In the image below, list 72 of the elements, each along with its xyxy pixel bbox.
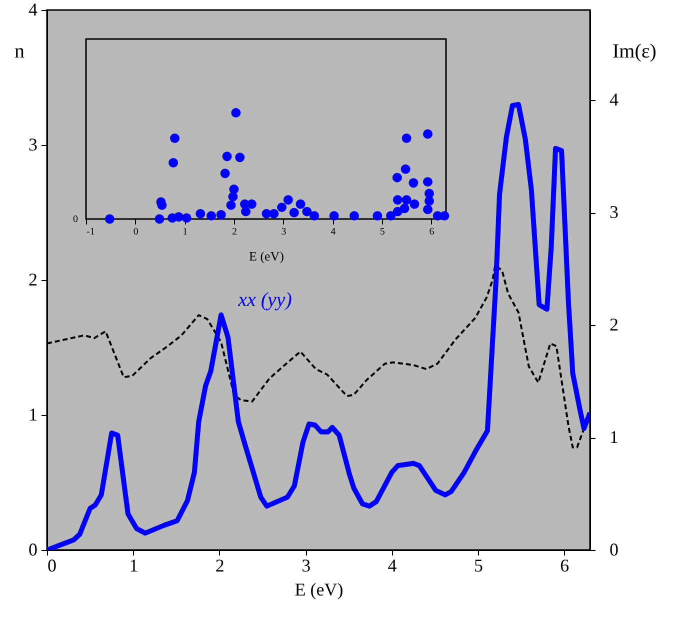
x-tick-label: 3 [281,226,286,238]
point [206,211,216,221]
point [104,214,114,224]
point [216,210,226,220]
point [302,206,312,216]
point [386,211,396,221]
point [408,178,418,188]
point [269,208,279,218]
x-tick-label: 4 [330,226,336,238]
point [220,168,230,178]
point [402,195,412,205]
y2-tick-label: 1 [610,427,618,447]
annotation: xx (yy) [237,289,292,311]
point [410,199,420,209]
x-tick-label: 0 [133,226,138,238]
y-tick-label: 1 [28,404,38,424]
point [229,184,239,194]
x-tick-label: 2 [232,226,237,238]
x-tick-label: 1 [129,556,138,576]
point [170,134,180,144]
point [277,202,287,212]
point [231,108,241,118]
y2-tick-label: 4 [610,90,618,110]
annotation: 0 [73,214,78,225]
x-tick-label: 1 [182,226,188,238]
point [310,211,320,221]
point [289,208,299,218]
point [423,204,432,214]
point [400,164,410,174]
point [222,152,232,162]
point [392,195,402,205]
y2-tick-label: 3 [610,202,618,222]
point [350,211,360,221]
x-tick-label: 0 [48,556,56,576]
point [283,195,293,205]
y2-axis-title: Im(ε) [612,40,656,62]
y2-tick-label: 2 [610,314,618,334]
point [402,134,412,144]
point [423,129,432,139]
x-tick-label: 5 [474,556,483,576]
x-tick-label: 3 [302,556,311,576]
x-tick-label: -1 [86,226,95,238]
x-tick-label: 2 [215,556,224,576]
point [241,206,251,216]
y2-tick-label: 0 [610,540,618,560]
x-tick-label: 6 [429,226,434,238]
x-tick-label: 6 [560,556,570,576]
point [392,172,402,182]
point [246,199,256,209]
y-tick-label: 4 [28,0,38,20]
point [423,177,432,187]
point [296,199,306,209]
y-tick-label: 0 [28,540,38,560]
point [154,214,164,224]
point [196,208,206,218]
x-axis-title: E (eV) [248,248,284,264]
point [235,152,245,162]
point [372,211,382,221]
x-axis-title: E (eV) [294,580,344,600]
x-tick-label: 5 [380,226,385,238]
point [329,211,339,221]
point [182,213,192,223]
x-tick-label: 4 [388,556,397,576]
y-tick-label: 3 [28,134,38,154]
point [400,204,410,214]
point [424,196,434,206]
point [440,211,450,221]
point [226,200,236,210]
point [174,212,184,222]
point [168,158,178,168]
y-axis-title: n [14,40,24,62]
y-tick-label: 2 [28,270,38,290]
